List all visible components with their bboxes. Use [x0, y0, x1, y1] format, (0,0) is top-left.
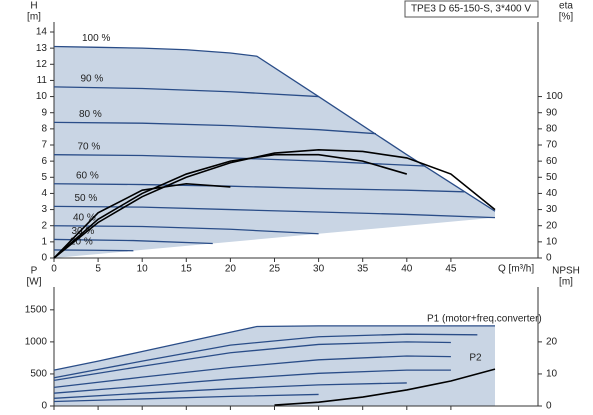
- curve-label: 100 %: [82, 33, 110, 44]
- x-tick-label: 5: [95, 264, 101, 275]
- y-axis-label: P: [31, 266, 38, 277]
- y2-tick-label: 20: [546, 220, 558, 231]
- operating-area: [54, 325, 495, 406]
- curve: [53, 45, 496, 212]
- operating-area: [54, 46, 495, 259]
- curve: [53, 183, 465, 193]
- y2-axis-unit: [%]: [559, 12, 574, 23]
- y2-tick-label: 20: [546, 337, 558, 348]
- y-tick-label: 10: [36, 91, 48, 102]
- curve-label: 70 %: [78, 141, 101, 152]
- y2-tick-label: 50: [546, 172, 558, 183]
- y-tick-label: 1500: [25, 304, 48, 315]
- chart-title: TPE3 D 65-150-S, 3*400 V: [411, 4, 531, 15]
- y-tick-label: 8: [41, 123, 47, 134]
- y2-tick-label: 10: [546, 369, 558, 380]
- x-tick-label: 10: [137, 264, 149, 275]
- y2-tick-label: 80: [546, 123, 558, 134]
- x-tick-label: 40: [401, 264, 413, 275]
- y-tick-label: 4: [41, 188, 47, 199]
- x-tick-label: 25: [269, 264, 281, 275]
- y-axis-label: H: [30, 1, 37, 12]
- curve-label: P1 (motor+freq.converter): [427, 313, 542, 324]
- curve: [53, 249, 134, 252]
- curve-label: 20 %: [70, 237, 93, 248]
- x-tick-label: 0: [51, 264, 57, 275]
- y-tick-label: 1000: [25, 337, 48, 348]
- x-tick-label: 30: [313, 264, 325, 275]
- y2-tick-label: 60: [546, 156, 558, 167]
- curve: [53, 121, 376, 135]
- y-axis-unit: [m]: [27, 12, 41, 23]
- x-tick-label: 15: [181, 264, 193, 275]
- y-axis-unit: [W]: [27, 277, 42, 288]
- curve-label: 60 %: [76, 170, 99, 181]
- y2-tick-label: 40: [546, 188, 558, 199]
- y2-axis-unit: [m]: [559, 277, 573, 288]
- curve: [53, 369, 451, 394]
- curve: [53, 154, 425, 167]
- y2-tick-label: 0: [546, 401, 552, 412]
- y-tick-label: 7: [41, 140, 47, 151]
- y-tick-label: 5: [41, 172, 47, 183]
- curve: [53, 382, 407, 399]
- curve-label: 50 %: [75, 193, 98, 204]
- curve: [53, 333, 478, 379]
- y-tick-label: 500: [30, 369, 47, 380]
- y-tick-label: 2: [41, 220, 47, 231]
- secondary-curve: [274, 368, 496, 406]
- y2-tick-label: 100: [546, 91, 563, 102]
- y-tick-label: 1: [41, 236, 47, 247]
- x-axis-label: Q [m³/h]: [498, 264, 534, 275]
- curve-label: P2: [469, 352, 482, 363]
- curve: [53, 325, 495, 371]
- curve-label: 90 %: [81, 74, 104, 85]
- y-tick-label: 3: [41, 204, 47, 215]
- y-tick-label: 13: [36, 43, 48, 54]
- y2-axis-label: eta: [559, 1, 573, 12]
- y-tick-label: 0: [41, 401, 47, 412]
- curve-label: 40 %: [73, 212, 96, 223]
- y-tick-label: 12: [36, 59, 48, 70]
- x-tick-label: 35: [357, 264, 369, 275]
- curve: [53, 238, 213, 245]
- secondary-curve: [53, 182, 231, 259]
- secondary-curve: [53, 149, 496, 259]
- curve: [53, 225, 319, 235]
- y-tick-label: 9: [41, 107, 47, 118]
- y2-tick-label: 70: [546, 140, 558, 151]
- y2-tick-label: 30: [546, 204, 558, 215]
- y2-tick-label: 10: [546, 236, 558, 247]
- x-tick-label: 45: [445, 264, 457, 275]
- y2-tick-label: 90: [546, 107, 558, 118]
- curve: [53, 393, 319, 403]
- title-box: [404, 0, 539, 18]
- curve: [53, 205, 496, 219]
- curve: [53, 341, 451, 381]
- curve: [53, 355, 451, 389]
- y-tick-label: 11: [37, 75, 48, 86]
- y-tick-label: 0: [41, 253, 47, 264]
- y-tick-label: 14: [36, 27, 48, 38]
- x-tick-label: 20: [225, 264, 237, 275]
- y2-axis-label: NPSH: [552, 266, 580, 277]
- curve-label: 80 %: [79, 109, 102, 120]
- y-tick-label: 6: [41, 156, 47, 167]
- y2-tick-label: 0: [546, 253, 552, 264]
- curve: [53, 86, 319, 98]
- secondary-curve: [53, 153, 408, 259]
